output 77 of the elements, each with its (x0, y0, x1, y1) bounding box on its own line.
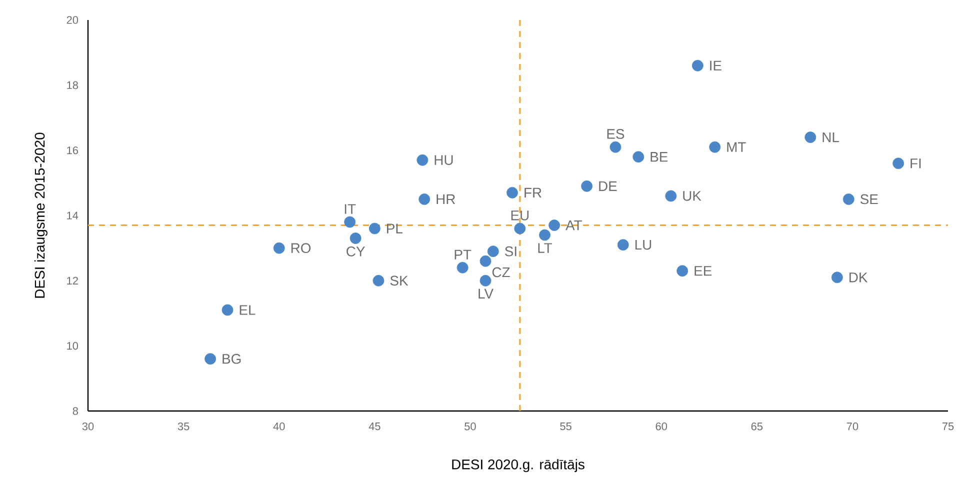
point (692, 60, 704, 72)
annotation: LU (635, 240, 652, 250)
x-tick-label: 50 (464, 422, 476, 430)
point (368, 222, 380, 234)
annotation: PT (454, 250, 472, 260)
point (418, 194, 430, 205)
annotation: RO (291, 243, 311, 254)
annotation: NL (822, 132, 839, 142)
x-tick-label: 55 (560, 422, 572, 430)
point (273, 242, 285, 254)
annotation: DE (599, 181, 617, 191)
annotation: UK (683, 191, 702, 201)
annotation: LV (478, 288, 494, 298)
point (416, 154, 428, 166)
point (480, 255, 492, 267)
point (456, 262, 468, 274)
point (831, 272, 843, 284)
annotation: BG (222, 354, 241, 364)
y-tick-label: 10 (67, 342, 78, 350)
annotation: CY (346, 246, 365, 256)
point (548, 220, 560, 231)
annotation: FR (524, 188, 542, 198)
point (610, 141, 622, 153)
y-axis-title: DESI izaugsme 2015-2020 (34, 132, 48, 298)
point (372, 274, 384, 286)
annotation: PL (387, 224, 402, 234)
point (344, 216, 356, 228)
point (581, 180, 593, 192)
point (350, 232, 362, 244)
point (480, 274, 492, 286)
point (804, 132, 816, 143)
point (204, 353, 216, 365)
y-tick-label: 20 (66, 16, 78, 24)
annotation: BE (650, 152, 668, 162)
point (222, 304, 234, 316)
annotation: DK (850, 272, 868, 282)
y-tick-label: 8 (72, 407, 78, 415)
x-tick-label: 65 (751, 422, 763, 430)
point (665, 190, 677, 202)
annotation: SK (390, 276, 408, 286)
point (487, 246, 499, 258)
x-tick-label: 45 (368, 422, 380, 430)
x-axis-title: DESI 2020.g. rādītājs (452, 459, 584, 472)
point (892, 158, 904, 170)
annotation: EE (694, 266, 712, 276)
annotation: EL (240, 305, 256, 315)
point (506, 186, 518, 198)
point (676, 265, 688, 277)
point (632, 151, 644, 163)
y-tick-label: 12 (67, 276, 78, 284)
y-tick-label: 16 (67, 146, 78, 154)
point (709, 141, 721, 153)
annotation: SI (505, 246, 516, 256)
x-tick-label: 60 (656, 422, 667, 430)
point (842, 194, 854, 205)
annotation: LT (538, 243, 552, 253)
y-tick-label: 14 (67, 212, 78, 220)
annotation: MT (727, 142, 746, 152)
point (539, 229, 550, 241)
y-tick-label: 18 (67, 81, 78, 90)
annotation: FI (910, 158, 921, 168)
annotation: HU (434, 155, 453, 165)
point (617, 239, 629, 251)
x-tick-label: 40 (273, 422, 285, 430)
annotation: SE (860, 194, 878, 204)
x-tick-label: 35 (178, 422, 190, 430)
annotation: AT (566, 220, 582, 230)
x-tick-label: 75 (942, 422, 954, 430)
annotation: EU (511, 210, 529, 220)
point (514, 222, 526, 234)
x-tick-label: 30 (82, 422, 94, 430)
annotation: HR (436, 194, 456, 204)
x-tick-label: 70 (846, 422, 858, 430)
annotation: IT (344, 204, 356, 214)
annotation: CZ (492, 267, 510, 278)
annotation: IE (710, 60, 722, 70)
annotation: ES (607, 128, 624, 139)
